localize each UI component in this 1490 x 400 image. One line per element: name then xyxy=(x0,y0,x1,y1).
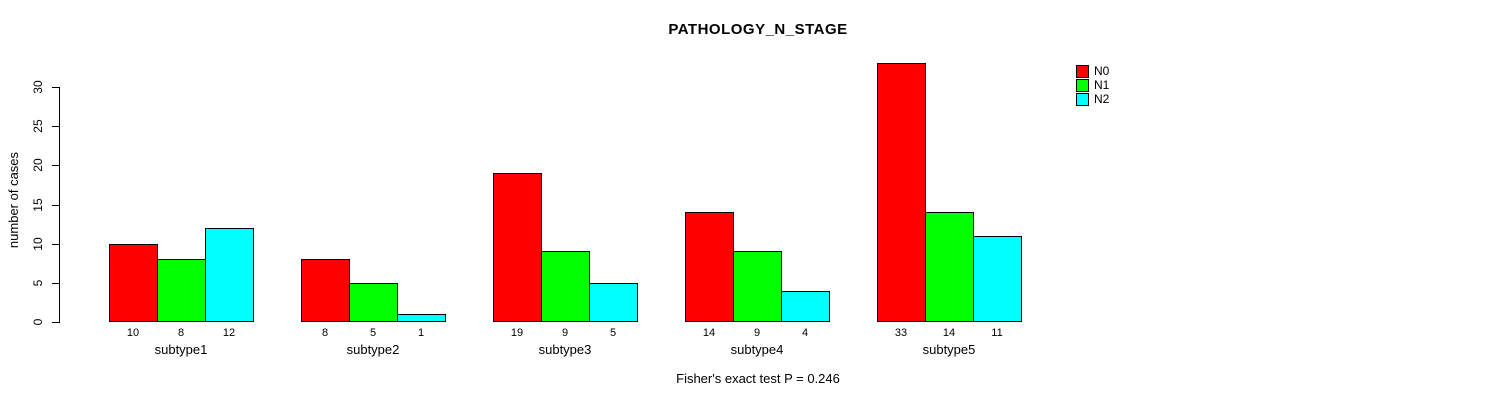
y-axis-tick-label: 5 xyxy=(31,279,45,287)
y-axis-tick-label: 10 xyxy=(31,236,45,251)
chart-title: PATHOLOGY_N_STAGE xyxy=(668,21,848,38)
bar-subtype1-N1 xyxy=(157,259,206,322)
bar-value-label: 19 xyxy=(510,327,524,339)
y-axis-tick xyxy=(52,165,59,167)
bar-value-label: 5 xyxy=(609,327,617,339)
bar-value-label: 5 xyxy=(369,327,377,339)
legend-label: N2 xyxy=(1094,92,1110,106)
bar-value-label: 33 xyxy=(894,327,908,339)
bar-value-label: 8 xyxy=(321,327,329,339)
bar-subtype2-N1 xyxy=(349,283,398,322)
bar-value-label: 1 xyxy=(417,327,425,339)
y-axis-tick xyxy=(52,126,59,128)
bar-subtype3-N2 xyxy=(589,283,638,322)
bar-value-label: 14 xyxy=(942,327,956,339)
bar-value-label: 12 xyxy=(222,327,236,339)
legend-swatch-N0 xyxy=(1076,65,1089,78)
bar-value-label: 14 xyxy=(702,327,716,339)
bar-subtype4-N0 xyxy=(685,212,734,322)
statistical-test-annotation: Fisher's exact test P = 0.246 xyxy=(676,371,840,386)
x-category-label-subtype4: subtype4 xyxy=(730,342,784,357)
bar-subtype4-N2 xyxy=(781,291,830,322)
legend-label: N0 xyxy=(1094,64,1110,78)
legend-label: N1 xyxy=(1094,78,1110,92)
x-category-label-subtype2: subtype2 xyxy=(346,342,400,357)
y-axis-tick-label: 20 xyxy=(31,158,45,173)
y-axis-line xyxy=(59,87,60,323)
bar-subtype2-N0 xyxy=(301,259,350,322)
y-axis-tick-label: 15 xyxy=(31,197,45,212)
bar-subtype3-N0 xyxy=(493,173,542,322)
y-axis-tick xyxy=(52,243,59,245)
bar-subtype4-N1 xyxy=(733,251,782,322)
bar-subtype1-N2 xyxy=(205,228,254,322)
bar-subtype5-N1 xyxy=(925,212,974,322)
legend-item-N1: N1 xyxy=(1076,79,1136,93)
bar-value-label: 10 xyxy=(126,327,140,339)
legend-item-N2: N2 xyxy=(1076,93,1136,107)
bar-value-label: 9 xyxy=(753,327,761,339)
y-axis-tick-label: 0 xyxy=(31,318,45,326)
y-axis-tick xyxy=(52,322,59,323)
y-axis-tick xyxy=(52,204,59,206)
x-category-label-subtype3: subtype3 xyxy=(538,342,592,357)
y-axis-tick-label: 30 xyxy=(31,80,45,94)
bar-subtype2-N2 xyxy=(397,314,446,322)
legend-swatch-N1 xyxy=(1076,79,1089,92)
legend-item-N0: N0 xyxy=(1076,65,1136,79)
x-category-label-subtype5: subtype5 xyxy=(922,342,976,357)
bar-subtype1-N0 xyxy=(109,244,158,322)
y-axis-tick-label: 25 xyxy=(31,119,45,133)
y-axis-label: number of cases xyxy=(6,151,21,249)
bar-subtype5-N0 xyxy=(877,63,926,322)
bar-value-label: 11 xyxy=(991,327,1003,339)
legend-swatch-N2 xyxy=(1076,93,1089,106)
bar-subtype3-N1 xyxy=(541,251,590,322)
y-axis-tick xyxy=(52,282,59,284)
y-axis-tick xyxy=(52,87,59,88)
bar-value-label: 4 xyxy=(801,327,809,339)
bar-subtype5-N2 xyxy=(973,236,1022,322)
x-category-label-subtype1: subtype1 xyxy=(154,342,208,357)
bar-value-label: 9 xyxy=(561,327,569,339)
bar-value-label: 8 xyxy=(177,327,185,339)
